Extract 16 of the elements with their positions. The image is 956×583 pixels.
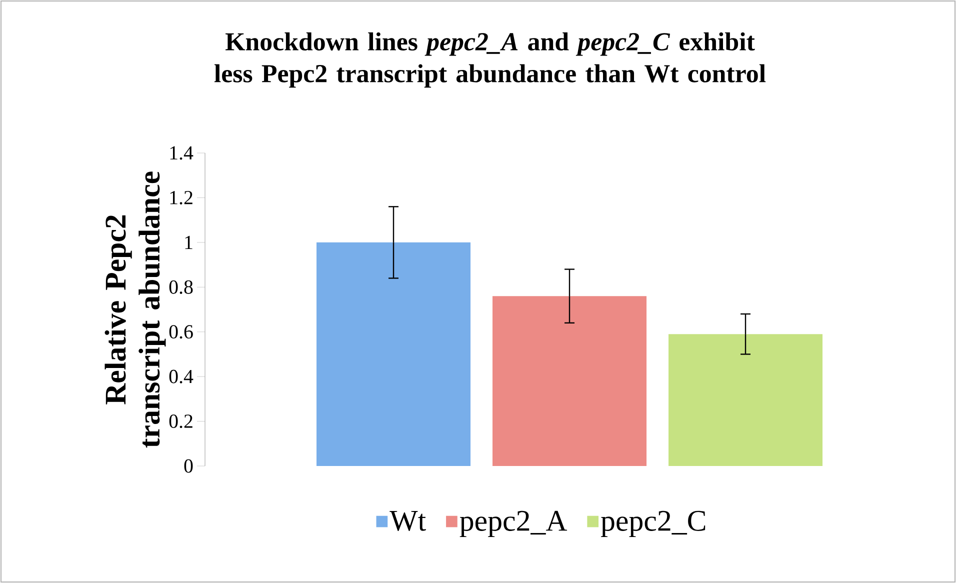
- y-tick-label: 0.8: [169, 280, 193, 294]
- y-tick-label: 0: [184, 459, 193, 473]
- bar: [492, 296, 647, 466]
- chart-title: Knockdown lines pepc2_A and pepc2_C exhibit less Pepc2 transcript abundance than Wt control: [214, 32, 766, 88]
- bar: [668, 334, 823, 466]
- y-tick-label: 0.6: [169, 325, 193, 339]
- y-tick-label: 1: [185, 236, 192, 250]
- y-tick-label: 0.4: [169, 370, 194, 384]
- y-tick-label: 1.4: [170, 146, 194, 160]
- legend-label: pepc2_A: [460, 510, 568, 538]
- legend-label: Wt: [390, 510, 426, 532]
- y-tick-label: 1.2: [170, 190, 192, 204]
- bar: [316, 242, 471, 466]
- y-tick-label: 0.2: [169, 414, 192, 428]
- y-axis-title: Relative Pepc2 transcript abundance: [104, 172, 166, 448]
- legend-label: pepc2_C: [600, 510, 706, 538]
